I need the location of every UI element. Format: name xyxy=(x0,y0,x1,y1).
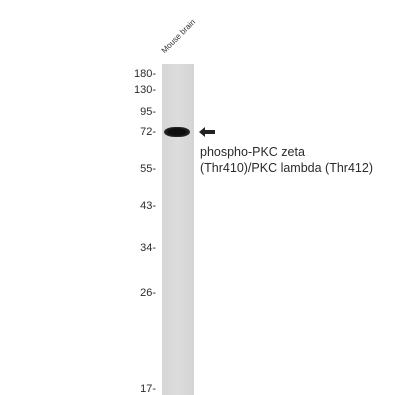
marker-180: 180- xyxy=(133,68,156,80)
marker-26: 26- xyxy=(140,287,156,299)
left-arrow-icon xyxy=(199,127,215,137)
target-protein-label: phospho-PKC zeta (Thr410)/PKC lambda (Th… xyxy=(200,144,373,176)
marker-34: 34- xyxy=(140,242,156,254)
target-label-line-2: (Thr410)/PKC lambda (Thr412) xyxy=(200,161,373,175)
target-label-line-1: phospho-PKC zeta xyxy=(200,145,305,159)
marker-55: 55- xyxy=(140,163,156,175)
marker-43: 43- xyxy=(140,200,156,212)
marker-17: 17- xyxy=(140,383,156,395)
protein-band xyxy=(164,127,190,137)
marker-72: 72- xyxy=(140,126,156,138)
marker-95: 95- xyxy=(140,106,156,118)
marker-130: 130- xyxy=(133,84,156,96)
blot-lane xyxy=(162,64,194,395)
lane-label: Mouse brain xyxy=(159,17,198,55)
